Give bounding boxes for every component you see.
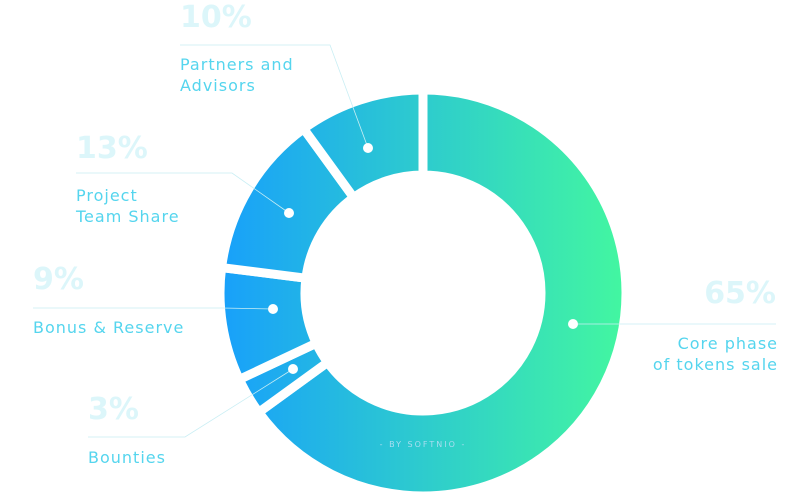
label-dot [568, 319, 578, 329]
donut-segment [297, 85, 428, 204]
value-label: 3% [88, 392, 139, 427]
leader-line [33, 307, 274, 310]
watermark: - BY SOFTNIO - [380, 440, 467, 449]
category-label: Core phase of tokens sale [652, 334, 778, 374]
category-label: Partners and Advisors [180, 55, 294, 95]
leader-line [180, 44, 369, 149]
value-label: 13% [76, 131, 148, 166]
category-label: Bonus & Reserve [33, 318, 185, 337]
category-label: Bounties [88, 448, 166, 467]
label-dot [363, 143, 373, 153]
leader-line [88, 368, 294, 438]
value-label: 9% [33, 262, 84, 297]
label-dot [268, 304, 278, 314]
donut-segment [252, 85, 631, 501]
label-dot [288, 364, 298, 374]
leader-line [76, 172, 290, 214]
category-label: Project Team Share [76, 186, 180, 226]
label-dot [284, 208, 294, 218]
value-label: 10% [180, 0, 252, 35]
value-label: 65% [704, 276, 776, 311]
